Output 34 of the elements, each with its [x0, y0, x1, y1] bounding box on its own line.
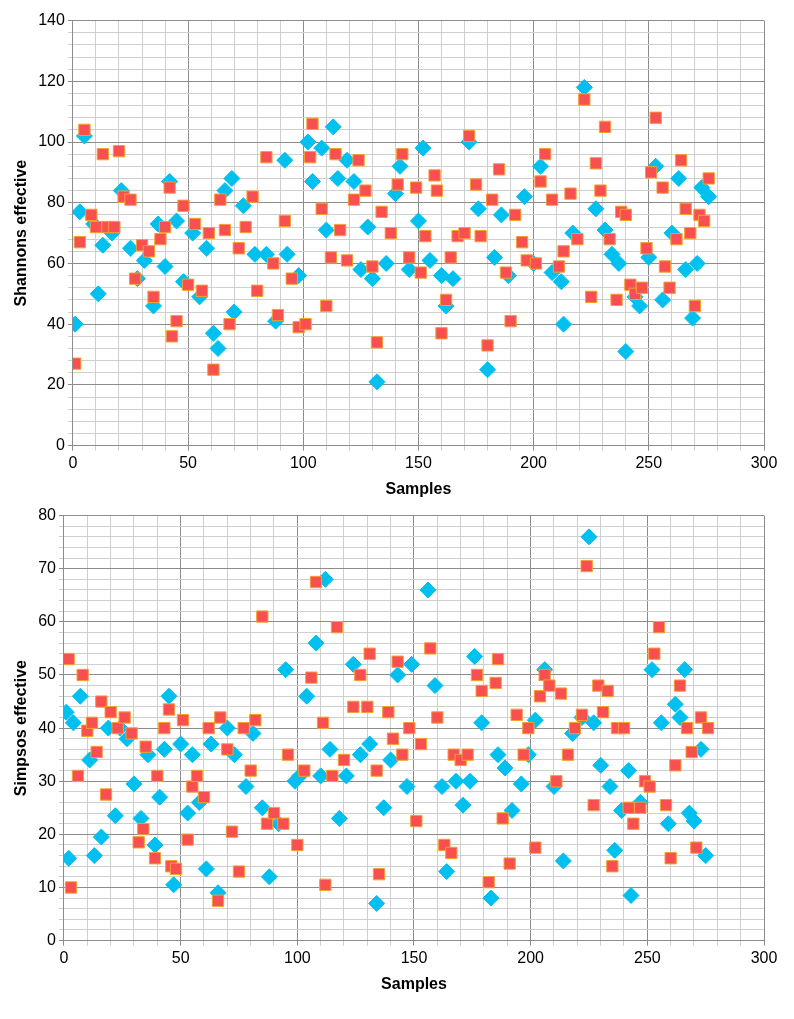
x-tick-label: 200 — [517, 948, 545, 966]
y-tick-label: 60 — [38, 612, 57, 630]
y-tick-label: 80 — [38, 506, 57, 524]
y-tick-label: 0 — [55, 436, 65, 454]
y-tick-label: 30 — [38, 771, 57, 789]
x-tick-label: 300 — [750, 453, 778, 471]
x-tick-label: 200 — [520, 453, 548, 471]
y-tick-label: 20 — [38, 824, 57, 842]
y-tick-label: 40 — [47, 314, 65, 332]
x-tick-label: 50 — [179, 453, 198, 471]
y-tick-label: 60 — [47, 253, 65, 271]
y-tick-label: 120 — [38, 71, 65, 89]
y-tick-label: 70 — [38, 559, 57, 577]
y-tick-label: 40 — [38, 718, 57, 736]
x-tick-label: 100 — [289, 453, 317, 471]
y-tick-label: 50 — [38, 665, 57, 683]
y-tick-label: 10 — [38, 877, 57, 895]
x-tick-label: 250 — [633, 948, 661, 966]
x-tick-label: 100 — [283, 948, 311, 966]
y-tick-label: 0 — [47, 931, 57, 949]
y-tick-label: 100 — [38, 132, 65, 150]
y-tick-label: 140 — [38, 11, 65, 29]
x-tick-label: 50 — [171, 948, 190, 966]
y-axis-title: Simpsos effective — [12, 659, 30, 797]
y-tick-label: 80 — [47, 193, 65, 211]
x-tick-label: 150 — [400, 948, 428, 966]
x-axis-title: Samples — [381, 974, 448, 992]
x-tick-label: 0 — [68, 453, 78, 471]
x-tick-label: 150 — [405, 453, 432, 471]
x-tick-label: 300 — [750, 948, 778, 966]
y-axis-title: Shannons effective — [12, 159, 30, 307]
x-axis-title: Samples — [385, 479, 452, 497]
y-tick-label: 20 — [47, 375, 65, 393]
x-tick-label: 250 — [635, 453, 663, 471]
